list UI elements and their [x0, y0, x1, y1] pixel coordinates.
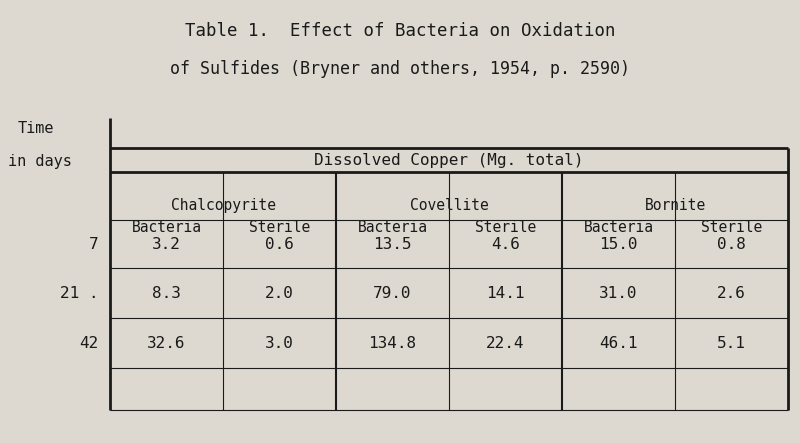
Text: Sterile: Sterile	[475, 220, 536, 235]
Text: 31.0: 31.0	[599, 285, 638, 300]
Text: Bacteria: Bacteria	[583, 220, 654, 235]
Text: 22.4: 22.4	[486, 335, 525, 350]
Text: 32.6: 32.6	[147, 335, 186, 350]
Text: 3.0: 3.0	[265, 335, 294, 350]
Text: Bornite: Bornite	[644, 198, 706, 213]
Text: 2.6: 2.6	[717, 285, 746, 300]
Text: 4.6: 4.6	[491, 237, 520, 252]
Text: 134.8: 134.8	[369, 335, 417, 350]
Text: 42: 42	[78, 335, 98, 350]
Text: 0.8: 0.8	[717, 237, 746, 252]
Text: 15.0: 15.0	[599, 237, 638, 252]
Text: in days: in days	[8, 154, 72, 169]
Text: of Sulfides (Bryner and others, 1954, p. 2590): of Sulfides (Bryner and others, 1954, p.…	[170, 60, 630, 78]
Text: 2.0: 2.0	[265, 285, 294, 300]
Text: 0.6: 0.6	[265, 237, 294, 252]
Text: 21 .: 21 .	[59, 285, 98, 300]
Text: Chalcopyrite: Chalcopyrite	[170, 198, 275, 213]
Text: 13.5: 13.5	[374, 237, 412, 252]
Text: 7: 7	[88, 237, 98, 252]
Text: Bacteria: Bacteria	[358, 220, 427, 235]
Text: Sterile: Sterile	[701, 220, 762, 235]
Text: Table 1.  Effect of Bacteria on Oxidation: Table 1. Effect of Bacteria on Oxidation	[185, 22, 615, 40]
Text: Dissolved Copper (Mg. total): Dissolved Copper (Mg. total)	[314, 152, 584, 167]
Text: Time: Time	[18, 121, 54, 136]
Text: Covellite: Covellite	[410, 198, 488, 213]
Text: Bacteria: Bacteria	[131, 220, 202, 235]
Text: 79.0: 79.0	[374, 285, 412, 300]
Text: 8.3: 8.3	[152, 285, 181, 300]
Text: Sterile: Sterile	[249, 220, 310, 235]
Text: 14.1: 14.1	[486, 285, 525, 300]
Text: 46.1: 46.1	[599, 335, 638, 350]
Text: 3.2: 3.2	[152, 237, 181, 252]
Text: 5.1: 5.1	[717, 335, 746, 350]
